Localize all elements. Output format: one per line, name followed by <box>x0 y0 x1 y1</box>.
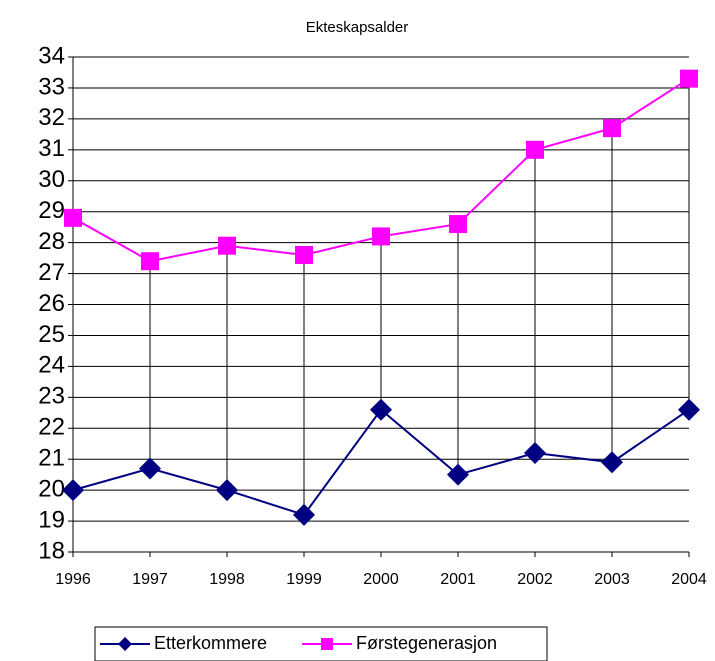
x-tick-label: 1997 <box>132 571 168 588</box>
y-tick-label: 27 <box>38 259 65 286</box>
y-tick-label: 18 <box>38 537 65 564</box>
data-point <box>372 227 390 246</box>
legend-label: Etterkommere <box>154 633 267 653</box>
y-tick-label: 34 <box>38 42 65 69</box>
data-point <box>678 398 700 421</box>
chart-title: Ekteskapsalder <box>306 19 409 36</box>
y-tick-label: 20 <box>38 475 65 502</box>
x-tick-label: 2001 <box>440 571 476 588</box>
x-tick-label: 1998 <box>209 571 245 588</box>
y-tick-label: 24 <box>38 352 65 379</box>
y-tick-label: 33 <box>38 73 65 100</box>
data-point <box>218 236 236 255</box>
data-point <box>216 479 238 502</box>
data-point <box>449 215 467 234</box>
data-point <box>293 503 315 526</box>
legend-marker <box>118 637 132 651</box>
y-tick-label: 32 <box>38 104 65 131</box>
x-tick-label: 2003 <box>594 571 630 588</box>
x-tick-label: 2004 <box>671 571 707 588</box>
series-line <box>72 408 690 517</box>
x-tick-label: 2000 <box>363 571 399 588</box>
data-point <box>64 208 82 227</box>
y-tick-label: 29 <box>38 197 65 224</box>
data-point <box>62 479 84 502</box>
legend-label: Førstegenerasjon <box>356 633 497 653</box>
y-tick-label: 26 <box>38 290 65 317</box>
data-point <box>524 442 546 464</box>
y-tick-label: 23 <box>38 383 65 410</box>
legend-marker <box>321 638 333 650</box>
x-tick-label: 2002 <box>517 571 553 588</box>
y-tick-label: 28 <box>38 228 65 255</box>
data-point <box>447 463 469 486</box>
x-tick-label: 1999 <box>286 571 322 588</box>
data-point <box>139 457 161 480</box>
y-tick-label: 31 <box>38 135 65 162</box>
data-point <box>603 119 621 138</box>
y-tick-label: 25 <box>38 321 65 348</box>
x-tick-label: 1996 <box>55 571 91 588</box>
data-point <box>526 140 544 159</box>
y-tick-label: 30 <box>38 166 65 193</box>
data-point <box>680 69 698 88</box>
data-point <box>370 398 392 421</box>
data-point <box>141 252 159 271</box>
y-tick-label: 21 <box>38 445 65 472</box>
y-tick-label: 22 <box>38 414 65 441</box>
data-point <box>295 246 313 264</box>
data-point <box>601 451 623 474</box>
y-tick-label: 19 <box>38 506 65 533</box>
